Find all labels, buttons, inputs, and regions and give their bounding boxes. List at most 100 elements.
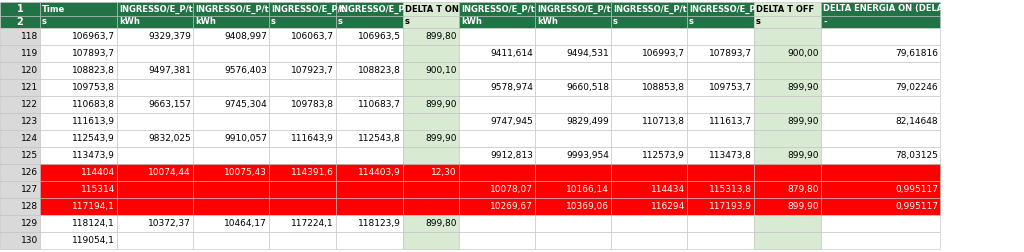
Bar bbox=[40, 79, 117, 96]
Bar bbox=[754, 164, 821, 181]
Text: 106963,7: 106963,7 bbox=[72, 32, 115, 41]
Text: 108853,8: 108853,8 bbox=[642, 83, 685, 92]
Text: -: - bbox=[823, 17, 826, 26]
Text: 900,00: 900,00 bbox=[787, 49, 819, 58]
Bar bbox=[459, 181, 535, 198]
Bar bbox=[459, 96, 535, 113]
Bar bbox=[40, 130, 117, 147]
Bar bbox=[821, 215, 940, 232]
Text: 112543,9: 112543,9 bbox=[73, 134, 115, 143]
Bar bbox=[269, 147, 336, 164]
Bar bbox=[117, 2, 193, 16]
Text: 900,10: 900,10 bbox=[426, 66, 457, 75]
Bar bbox=[403, 113, 459, 130]
Bar bbox=[821, 16, 940, 28]
Bar bbox=[403, 147, 459, 164]
Bar bbox=[611, 96, 687, 113]
Bar bbox=[117, 62, 193, 79]
Text: 117193,9: 117193,9 bbox=[709, 202, 752, 211]
Bar bbox=[459, 130, 535, 147]
Bar bbox=[40, 45, 117, 62]
Bar bbox=[269, 16, 336, 28]
Bar bbox=[687, 113, 754, 130]
Bar bbox=[611, 2, 687, 16]
Bar bbox=[687, 130, 754, 147]
Bar bbox=[269, 215, 336, 232]
Text: 9912,813: 9912,813 bbox=[490, 151, 534, 160]
Bar bbox=[821, 96, 940, 113]
Text: 899,90: 899,90 bbox=[787, 83, 819, 92]
Bar bbox=[336, 79, 403, 96]
Text: 113473,8: 113473,8 bbox=[710, 151, 752, 160]
Bar bbox=[611, 28, 687, 45]
Bar bbox=[0, 198, 40, 215]
Text: 107893,7: 107893,7 bbox=[709, 49, 752, 58]
Text: 9576,403: 9576,403 bbox=[224, 66, 267, 75]
Bar bbox=[459, 79, 535, 96]
Bar bbox=[40, 164, 117, 181]
Bar bbox=[117, 96, 193, 113]
Bar bbox=[754, 2, 821, 16]
Bar bbox=[687, 181, 754, 198]
Text: 122: 122 bbox=[22, 100, 38, 109]
Bar bbox=[0, 232, 40, 249]
Bar bbox=[403, 130, 459, 147]
Text: 111643,9: 111643,9 bbox=[291, 134, 334, 143]
Bar bbox=[403, 28, 459, 45]
Bar bbox=[336, 198, 403, 215]
Text: 10078,07: 10078,07 bbox=[490, 185, 534, 194]
Bar bbox=[40, 181, 117, 198]
Bar bbox=[193, 96, 269, 113]
Bar bbox=[754, 96, 821, 113]
Bar bbox=[117, 130, 193, 147]
Bar bbox=[821, 62, 940, 79]
Bar bbox=[535, 130, 611, 147]
Text: 879,80: 879,80 bbox=[787, 185, 819, 194]
Bar bbox=[269, 28, 336, 45]
Bar bbox=[269, 181, 336, 198]
Text: 125: 125 bbox=[20, 151, 38, 160]
Bar bbox=[117, 45, 193, 62]
Text: 0,995117: 0,995117 bbox=[895, 202, 938, 211]
Bar bbox=[611, 130, 687, 147]
Bar bbox=[117, 164, 193, 181]
Text: 9832,025: 9832,025 bbox=[148, 134, 191, 143]
Text: 111613,9: 111613,9 bbox=[72, 117, 115, 126]
Bar bbox=[117, 147, 193, 164]
Text: 79,61816: 79,61816 bbox=[895, 49, 938, 58]
Bar bbox=[611, 232, 687, 249]
Text: 108823,8: 108823,8 bbox=[72, 66, 115, 75]
Text: 119054,1: 119054,1 bbox=[72, 236, 115, 245]
Bar bbox=[0, 113, 40, 130]
Bar bbox=[403, 45, 459, 62]
Bar bbox=[193, 79, 269, 96]
Bar bbox=[459, 28, 535, 45]
Bar bbox=[459, 45, 535, 62]
Bar bbox=[117, 215, 193, 232]
Text: s: s bbox=[338, 17, 343, 26]
Text: 114391,6: 114391,6 bbox=[291, 168, 334, 177]
Bar bbox=[193, 164, 269, 181]
Bar bbox=[459, 62, 535, 79]
Text: INGRESSO/E_P/t: INGRESSO/E_P/t bbox=[537, 5, 610, 14]
Bar bbox=[535, 2, 611, 16]
Text: 9494,531: 9494,531 bbox=[566, 49, 609, 58]
Bar bbox=[459, 232, 535, 249]
Bar bbox=[403, 16, 459, 28]
Bar bbox=[687, 198, 754, 215]
Text: 114404: 114404 bbox=[81, 168, 115, 177]
Bar bbox=[336, 28, 403, 45]
Bar bbox=[459, 164, 535, 181]
Bar bbox=[269, 79, 336, 96]
Text: 112573,9: 112573,9 bbox=[642, 151, 685, 160]
Bar bbox=[336, 232, 403, 249]
Bar bbox=[535, 113, 611, 130]
Text: 112543,8: 112543,8 bbox=[358, 134, 401, 143]
Text: INGRESSO/E_P/t: INGRESSO/E_P/t bbox=[689, 5, 763, 14]
Bar bbox=[0, 181, 40, 198]
Bar bbox=[687, 28, 754, 45]
Text: 108823,8: 108823,8 bbox=[358, 66, 401, 75]
Bar bbox=[117, 232, 193, 249]
Bar bbox=[193, 147, 269, 164]
Bar bbox=[193, 45, 269, 62]
